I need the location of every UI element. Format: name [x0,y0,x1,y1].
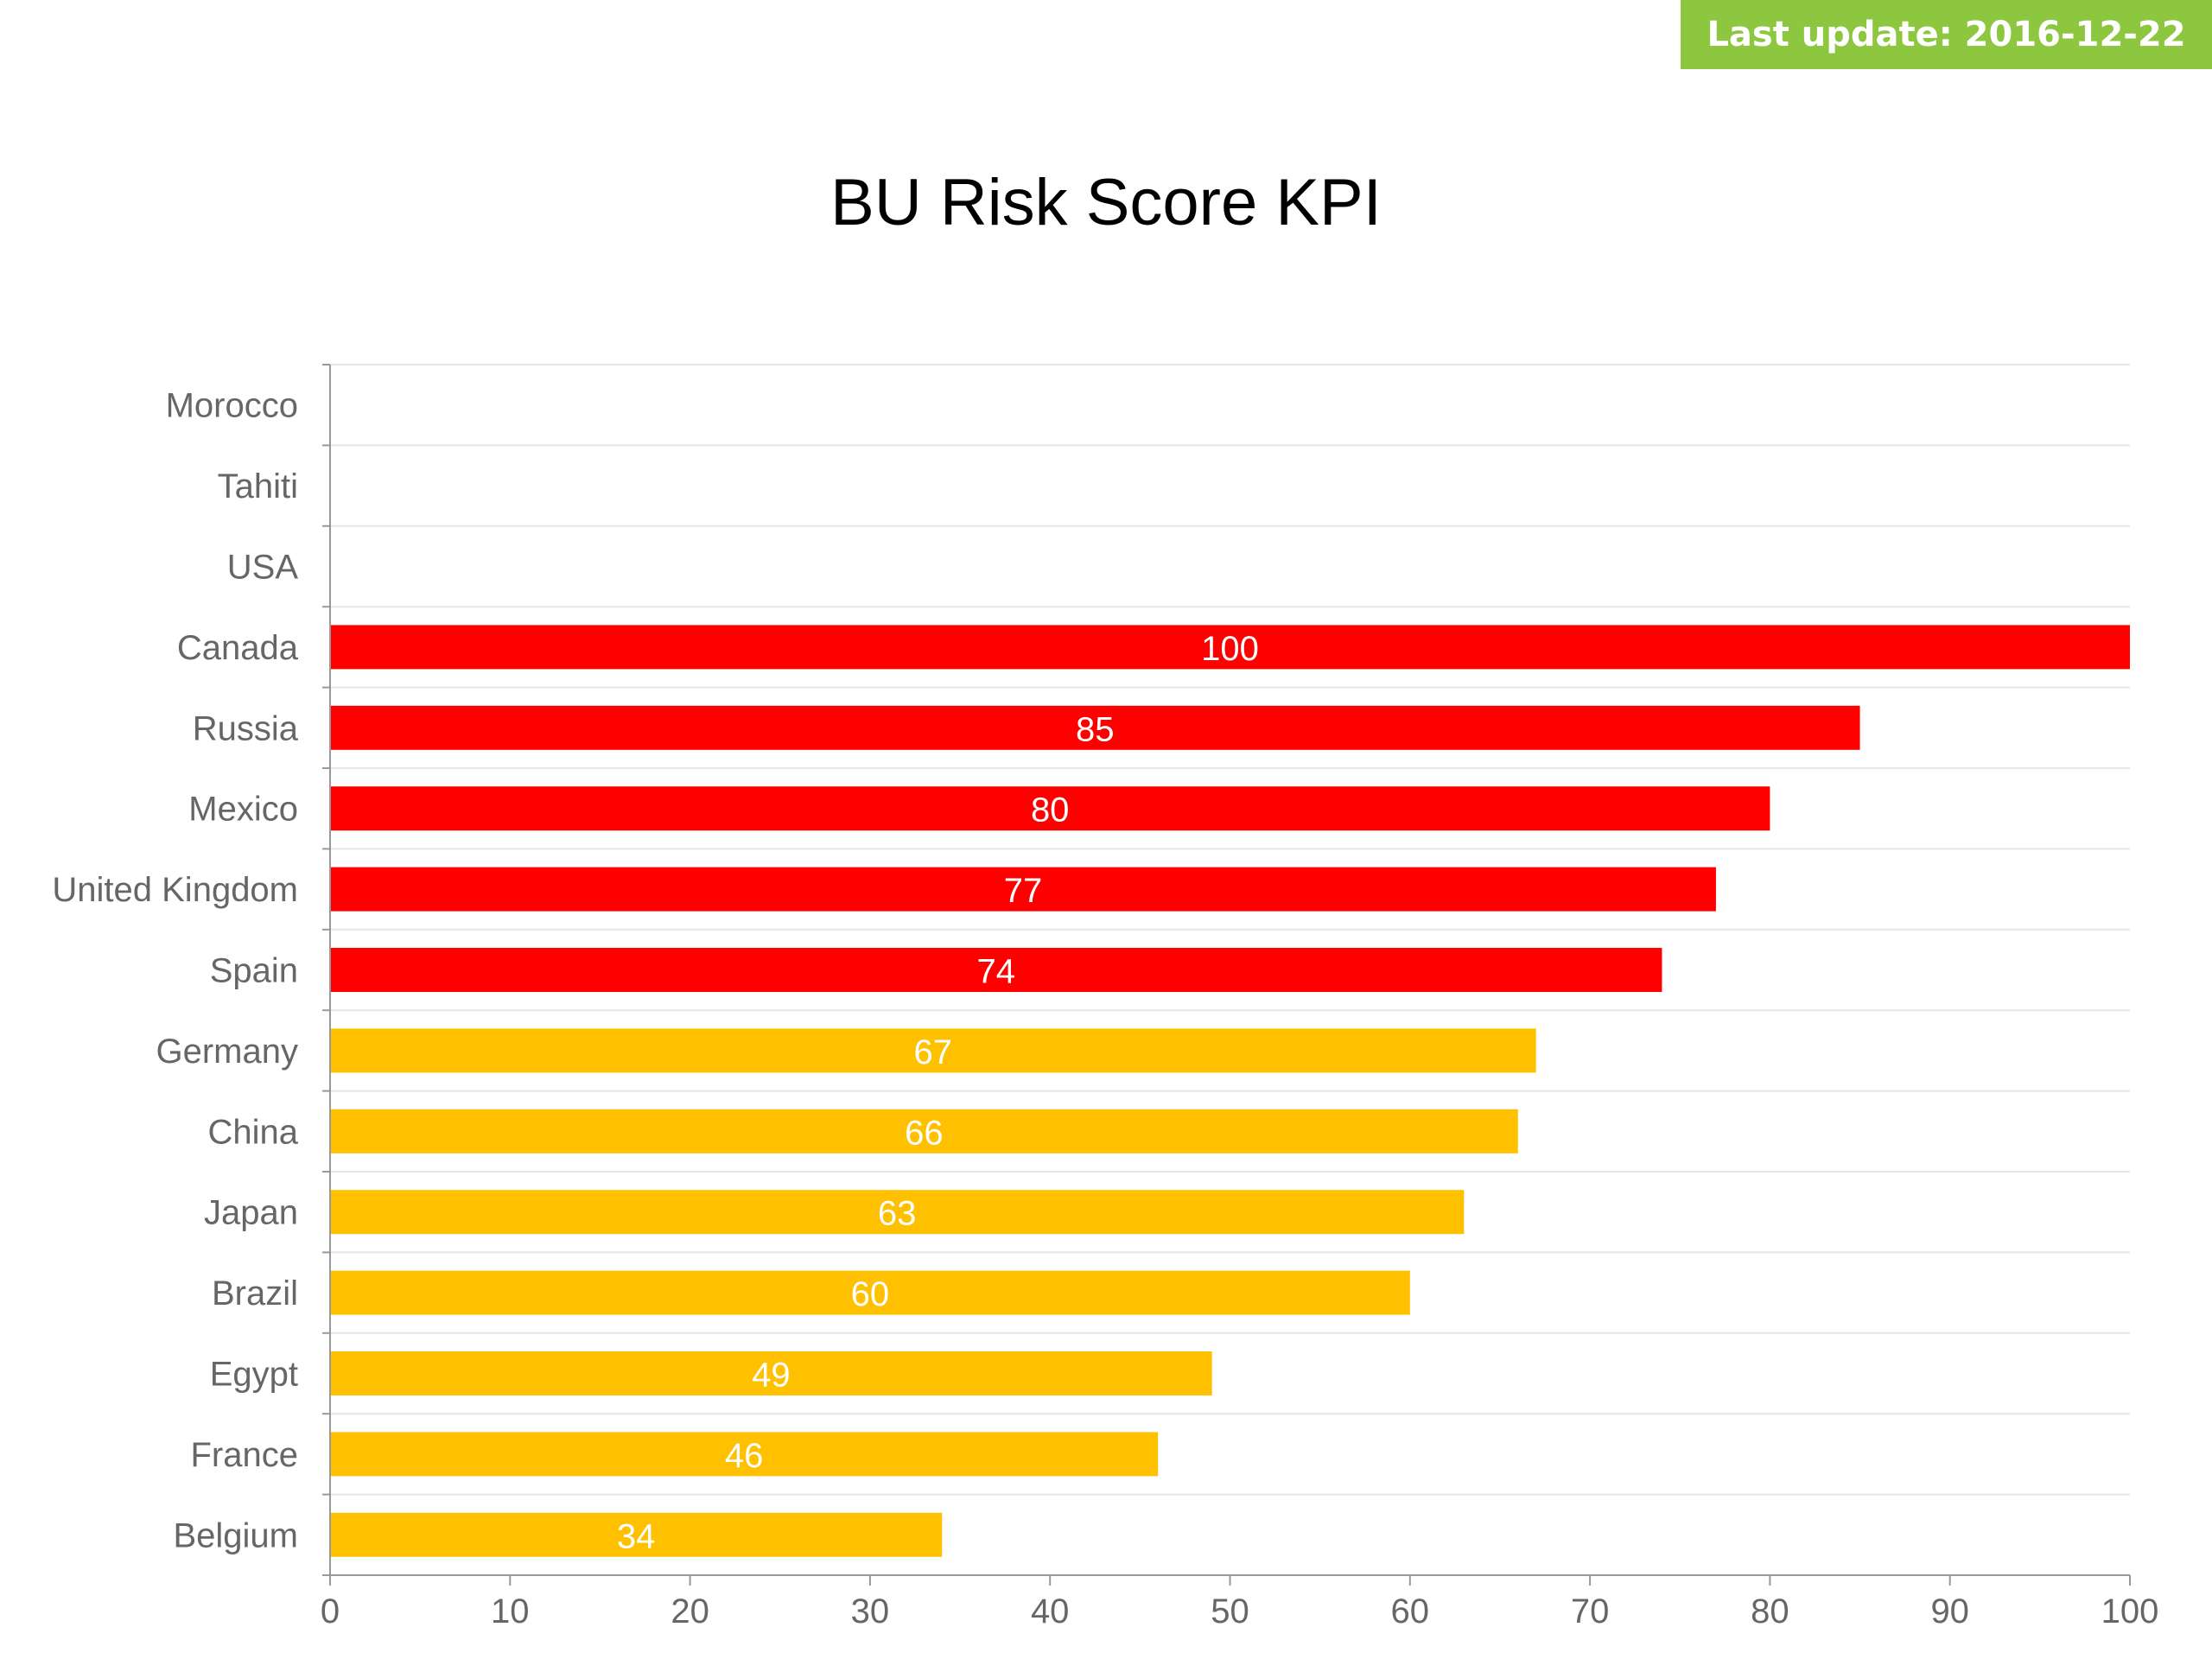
x-tick-label: 20 [671,1592,709,1630]
data-label: 77 [1004,872,1043,910]
bar [331,625,2130,670]
data-label: 63 [878,1195,917,1233]
y-tick-label: Canada [177,629,299,667]
y-tick-label: Japan [204,1194,298,1232]
y-tick-label: Spain [210,952,298,990]
bar [331,1351,1212,1395]
x-tick-label: 40 [1031,1592,1070,1630]
data-label: 85 [1076,710,1115,748]
bar [331,1432,1159,1477]
bar [331,1028,1536,1073]
bar [331,1190,1465,1235]
y-tick-label: Morocco [166,387,298,425]
y-tick-label: France [191,1436,299,1474]
x-tick-label: 30 [851,1592,890,1630]
y-tick-label: United Kingdom [52,871,298,909]
x-tick-label: 100 [2101,1592,2159,1630]
bar [331,867,1716,912]
x-tick-label: 90 [1930,1592,1969,1630]
bar [331,1270,1410,1315]
data-label: 67 [914,1033,953,1071]
y-tick-label: Mexico [188,791,298,829]
x-tick-label: 10 [491,1592,530,1630]
y-tick-label: Egypt [210,1356,298,1394]
data-label: 74 [976,953,1015,991]
bar [331,786,1770,831]
x-tick-label: 80 [1751,1592,1789,1630]
y-tick-label: China [207,1113,298,1151]
x-tick-label: 50 [1211,1592,1249,1630]
data-label: 60 [851,1275,890,1313]
bar [331,1109,1518,1154]
data-label: 80 [1031,791,1070,830]
x-tick-label: 0 [321,1592,340,1630]
data-label: 66 [905,1114,944,1152]
last-update-badge: Last update: 2016-12-22 [1681,0,2212,69]
y-tick-label: Germany [156,1033,299,1071]
bar [331,948,1662,992]
y-tick-label: Tahiti [218,467,298,505]
y-tick-label: Brazil [212,1274,298,1313]
x-tick-label: 70 [1571,1592,1610,1630]
x-tick-label: 60 [1391,1592,1430,1630]
data-label: 100 [1201,630,1259,668]
bar [331,705,1860,750]
data-label: 46 [725,1437,764,1475]
data-label: 49 [752,1357,791,1395]
y-tick-label: USA [227,549,299,587]
chart-title: BU Risk Score KPI [830,166,1382,239]
y-tick-label: Belgium [173,1516,298,1554]
y-tick-label: Russia [193,709,299,747]
bar [331,1512,943,1557]
data-label: 34 [617,1517,656,1555]
